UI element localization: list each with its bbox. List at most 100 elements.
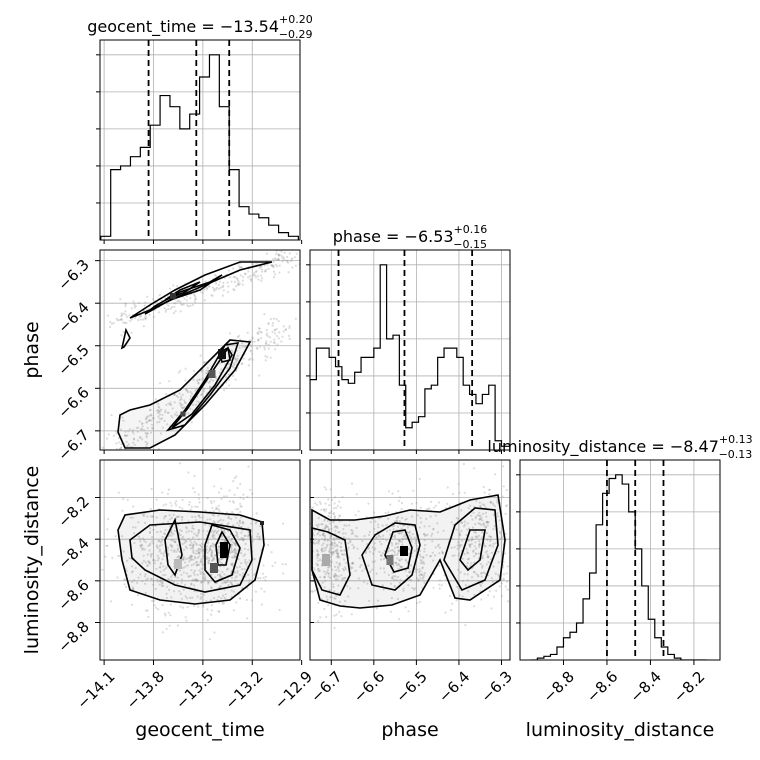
sample-point	[159, 382, 162, 385]
sample-point	[475, 500, 478, 503]
sample-point	[429, 555, 432, 558]
sample-point	[281, 563, 284, 566]
sample-point	[242, 522, 245, 525]
sample-point	[113, 452, 115, 454]
sample-point	[158, 294, 161, 297]
sample-point	[328, 511, 331, 515]
sample-point	[316, 533, 319, 536]
sample-point	[336, 526, 339, 530]
sample-point	[484, 526, 487, 529]
sample-point	[333, 575, 336, 578]
sample-point	[110, 414, 113, 417]
sample-point	[272, 258, 275, 261]
sample-point	[344, 568, 347, 571]
sample-point	[419, 555, 422, 558]
sample-point	[485, 515, 488, 518]
sample-point	[185, 619, 188, 622]
sample-point	[404, 518, 407, 521]
sample-point	[191, 596, 194, 599]
sample-point	[146, 432, 149, 435]
sample-point	[142, 537, 145, 540]
sample-point	[423, 562, 426, 566]
sample-point	[473, 545, 476, 548]
sample-point	[263, 346, 266, 349]
sample-point	[230, 349, 233, 352]
sample-point	[189, 558, 192, 561]
sample-point	[211, 513, 214, 517]
sample-point	[272, 317, 276, 320]
sample-point	[512, 565, 514, 567]
sample-point	[124, 310, 127, 313]
sample-point	[274, 258, 278, 261]
sample-point	[236, 522, 239, 525]
sample-point	[404, 533, 407, 537]
sample-point	[483, 524, 486, 527]
sample-point	[494, 542, 497, 545]
sample-point	[270, 264, 273, 267]
sample-point	[278, 608, 281, 612]
sample-point	[329, 596, 332, 599]
sample-point	[212, 557, 215, 560]
sample-point	[467, 557, 471, 560]
sample-point	[458, 544, 461, 547]
sample-point	[174, 302, 177, 305]
sample-point	[237, 264, 240, 267]
sample-point	[338, 541, 341, 544]
sample-point	[397, 562, 400, 566]
sample-point	[236, 566, 239, 569]
sample-point	[475, 573, 478, 576]
sample-point	[179, 369, 182, 372]
sample-point	[395, 564, 398, 567]
sample-point	[410, 515, 414, 518]
sample-point	[244, 558, 247, 562]
sample-point	[201, 377, 204, 380]
sample-point	[349, 540, 352, 544]
sample-point	[238, 519, 242, 522]
sample-point	[165, 596, 169, 600]
sample-point	[176, 576, 179, 579]
sample-point	[338, 563, 341, 566]
sample-point	[317, 553, 320, 556]
sample-point	[152, 528, 155, 531]
sample-point	[320, 508, 323, 511]
sample-point	[502, 485, 505, 488]
sample-point	[147, 615, 150, 619]
sample-point	[317, 540, 320, 543]
sample-point	[377, 534, 380, 537]
sample-point	[401, 530, 404, 534]
sample-point	[181, 403, 184, 406]
x-tick-label: −13.5	[172, 668, 217, 713]
sample-point	[240, 505, 243, 508]
sample-point	[340, 615, 343, 618]
sample-point	[189, 554, 192, 558]
sample-point	[260, 587, 263, 590]
y-tick-label: −6.3	[54, 256, 92, 294]
sample-point	[177, 547, 180, 550]
title-plus: +0.16	[454, 223, 488, 236]
sample-point	[249, 278, 252, 281]
sample-point	[421, 562, 424, 565]
sample-point	[409, 564, 413, 567]
sample-point	[156, 544, 159, 547]
sample-point	[394, 546, 397, 550]
sample-point	[155, 545, 158, 549]
sample-point	[325, 525, 329, 528]
sample-point	[216, 507, 219, 510]
sample-point	[189, 555, 192, 559]
sample-point	[112, 434, 115, 437]
sample-point	[250, 280, 253, 283]
sample-point	[121, 314, 124, 317]
sample-point	[351, 543, 354, 547]
sample-point	[233, 547, 236, 551]
sample-point	[377, 526, 380, 529]
sample-point	[176, 556, 179, 559]
sample-point	[198, 552, 201, 555]
sample-point	[397, 532, 401, 535]
sample-point	[210, 552, 213, 555]
sample-point	[259, 337, 263, 340]
sample-point	[197, 605, 200, 608]
sample-point	[295, 520, 297, 522]
sample-point	[141, 422, 144, 425]
sample-point	[318, 539, 321, 542]
sample-point	[456, 585, 459, 589]
